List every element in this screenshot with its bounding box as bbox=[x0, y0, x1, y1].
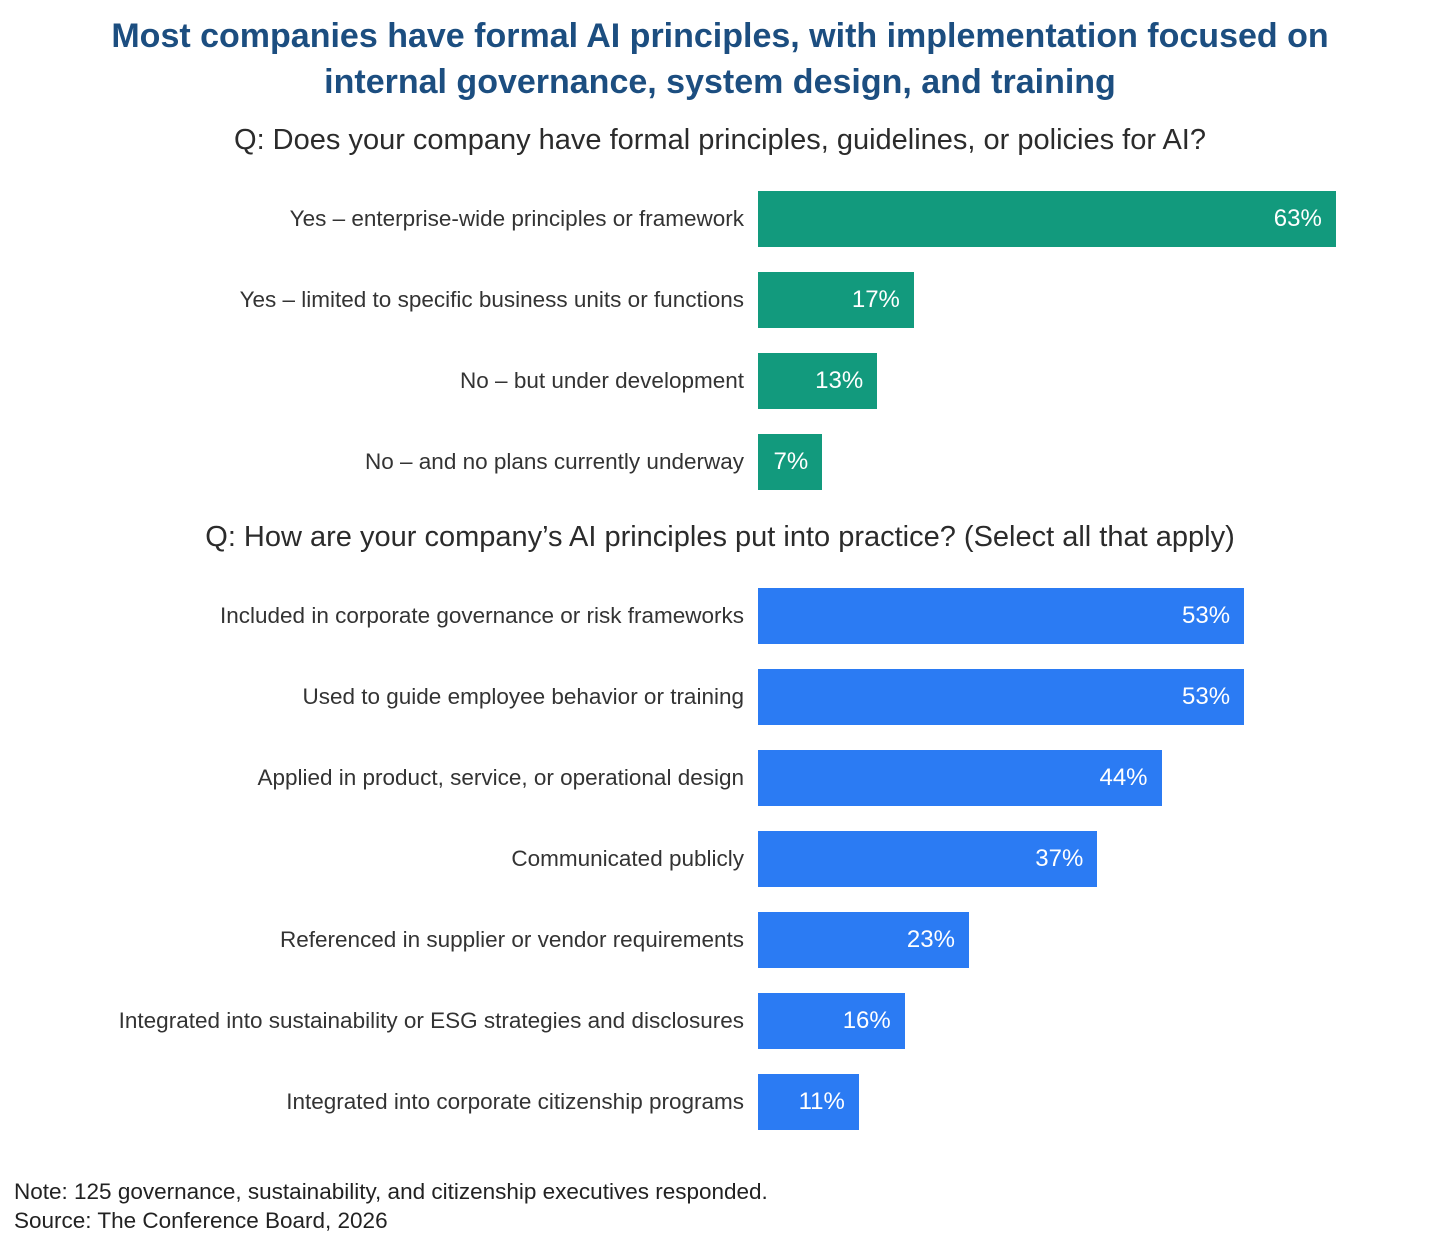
bar-row: Referenced in supplier or vendor require… bbox=[0, 900, 1440, 981]
chart-footer: Note: 125 governance, sustainability, an… bbox=[0, 1177, 1440, 1240]
bar-row: Yes – limited to specific business units… bbox=[0, 260, 1440, 341]
bar-row: Applied in product, service, or operatio… bbox=[0, 738, 1440, 819]
bar-blue: 16% bbox=[758, 993, 905, 1050]
bar-green: 17% bbox=[758, 272, 914, 329]
bar-label: Integrated into corporate citizenship pr… bbox=[286, 1089, 744, 1115]
bar-blue: 44% bbox=[758, 750, 1162, 807]
bar-blue: 53% bbox=[758, 669, 1245, 726]
bar-label: Yes – limited to specific business units… bbox=[239, 287, 744, 313]
bar-value: 13% bbox=[815, 367, 864, 395]
bar-track: 16% bbox=[758, 993, 1400, 1050]
bar-label: Included in corporate governance or risk… bbox=[220, 603, 744, 629]
bar-value: 23% bbox=[906, 926, 955, 954]
bar-value: 44% bbox=[1099, 764, 1148, 792]
bar-blue: 11% bbox=[758, 1074, 859, 1131]
bar-label: Yes – enterprise-wide principles or fram… bbox=[289, 206, 744, 232]
bar-green: 63% bbox=[758, 191, 1336, 248]
bar-track: 11% bbox=[758, 1074, 1400, 1131]
bar-label: Used to guide employee behavior or train… bbox=[302, 684, 744, 710]
bar-value: 63% bbox=[1273, 205, 1322, 233]
bar-label: Referenced in supplier or vendor require… bbox=[280, 927, 744, 953]
bar-label: Communicated publicly bbox=[511, 846, 744, 872]
bar-label: Applied in product, service, or operatio… bbox=[257, 765, 744, 791]
bar-row: Communicated publicly 37% bbox=[0, 819, 1440, 900]
bar-value: 53% bbox=[1182, 683, 1231, 711]
page-title: Most companies have formal AI principles… bbox=[111, 17, 1329, 101]
bar-label: Integrated into sustainability or ESG st… bbox=[118, 1008, 744, 1034]
bar-row: No – and no plans currently underway 7% bbox=[0, 422, 1440, 503]
chart1-question: Q: Does your company have formal princip… bbox=[234, 123, 1206, 156]
bar-value: 11% bbox=[798, 1088, 845, 1116]
bar-value: 17% bbox=[851, 286, 900, 314]
bar-track: 7% bbox=[758, 434, 1400, 491]
bar-track: 17% bbox=[758, 272, 1400, 329]
bar-row: Included in corporate governance or risk… bbox=[0, 576, 1440, 657]
bar-value: 7% bbox=[773, 448, 809, 476]
bar-row: Yes – enterprise-wide principles or fram… bbox=[0, 179, 1440, 260]
bar-row: No – but under development 13% bbox=[0, 341, 1440, 422]
bar-track: 63% bbox=[758, 191, 1400, 248]
bar-row: Integrated into sustainability or ESG st… bbox=[0, 981, 1440, 1062]
bar-track: 44% bbox=[758, 750, 1400, 807]
source-line: Source: The Conference Board, 2026 bbox=[14, 1207, 388, 1233]
bar-label: No – and no plans currently underway bbox=[365, 449, 744, 475]
bar-green: 7% bbox=[758, 434, 823, 491]
bar-blue: 53% bbox=[758, 588, 1245, 645]
bar-row: Used to guide employee behavior or train… bbox=[0, 657, 1440, 738]
bar-label: No – but under development bbox=[460, 368, 744, 394]
bar-blue: 37% bbox=[758, 831, 1098, 888]
bar-value: 16% bbox=[842, 1007, 891, 1035]
chart-ai-principles-policies: Q: Does your company have formal princip… bbox=[0, 124, 1440, 503]
bar-blue: 23% bbox=[758, 912, 969, 969]
bar-row: Integrated into corporate citizenship pr… bbox=[0, 1062, 1440, 1143]
bar-track: 53% bbox=[758, 588, 1400, 645]
bar-track: 23% bbox=[758, 912, 1400, 969]
bar-track: 53% bbox=[758, 669, 1400, 726]
bar-track: 37% bbox=[758, 831, 1400, 888]
chart-ai-principles-practice: Q: How are your company’s AI principles … bbox=[0, 521, 1440, 1143]
bar-track: 13% bbox=[758, 353, 1400, 410]
bar-value: 37% bbox=[1035, 845, 1084, 873]
note-line: Note: 125 governance, sustainability, an… bbox=[14, 1178, 768, 1204]
bar-value: 53% bbox=[1182, 602, 1231, 630]
bar-green: 13% bbox=[758, 353, 878, 410]
chart2-question: Q: How are your company’s AI principles … bbox=[205, 520, 1235, 553]
